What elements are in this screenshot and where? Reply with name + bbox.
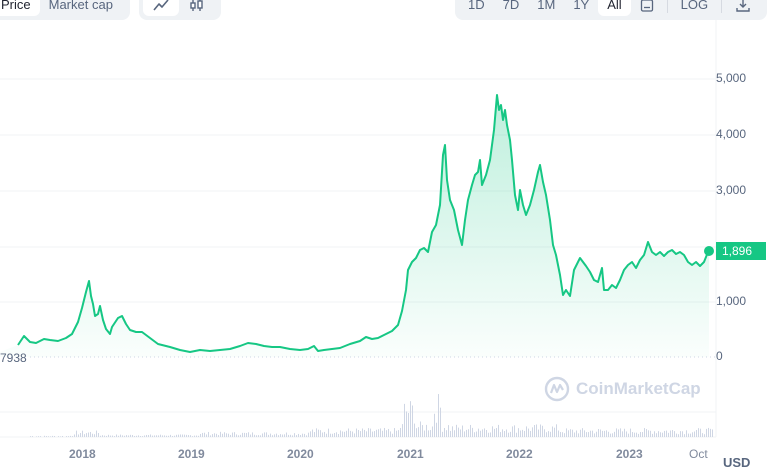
candlestick-button[interactable] <box>179 0 215 16</box>
coinmarketcap-logo-icon <box>544 376 570 402</box>
x-tick-2020: 2020 <box>287 447 314 461</box>
line-chart-button[interactable] <box>143 0 179 16</box>
price-area <box>0 95 709 357</box>
y-tick-5000: 5,000 <box>716 71 747 85</box>
divider <box>721 0 723 13</box>
price-line <box>17 94 710 353</box>
range-7d-button[interactable]: 7D <box>502 0 520 12</box>
y-tick-4000: 4,000 <box>716 127 747 141</box>
tab-market-cap[interactable]: Market cap <box>48 0 113 12</box>
x-tick-2019: 2019 <box>178 447 205 461</box>
tab-price[interactable]: Price <box>0 0 40 16</box>
range-1m-button[interactable]: 1M <box>537 0 556 12</box>
x-tick-2018: 2018 <box>69 447 96 461</box>
watermark: CoinMarketCap <box>544 376 701 402</box>
watermark-text: CoinMarketCap <box>576 379 701 398</box>
calendar-icon <box>640 0 653 12</box>
candlestick-icon <box>190 0 203 11</box>
x-tick-2023: 2023 <box>616 447 643 461</box>
log-scale-button[interactable]: LOG <box>680 0 709 12</box>
volume-bars <box>30 394 713 437</box>
download-icon <box>736 0 750 12</box>
low-price-label: 7938 <box>0 351 27 365</box>
currency-label[interactable]: USD <box>723 455 751 470</box>
x-tick-2022: 2022 <box>506 447 533 461</box>
y-tick-0: 0 <box>716 349 723 363</box>
grid-lines <box>0 20 717 438</box>
y-tick-3000: 3,000 <box>716 183 747 197</box>
chart-kind-toggle <box>139 0 221 20</box>
current-price-badge: 1,896 <box>716 242 766 260</box>
x-tick-2021: 2021 <box>397 447 424 461</box>
y-tick-1000: 1,000 <box>716 294 747 308</box>
range-1d-button[interactable]: 1D <box>468 0 485 12</box>
chart-type-toggle: Price Market cap <box>0 0 130 20</box>
x-tick-oct: Oct <box>689 447 708 461</box>
time-range-toolbar: 1D 7D 1M 1Y All LOG <box>455 0 767 20</box>
divider <box>666 0 668 13</box>
download-button[interactable] <box>726 0 760 16</box>
range-all-button[interactable]: All <box>598 0 631 16</box>
line-chart-icon <box>153 0 169 11</box>
date-range-button[interactable] <box>631 0 663 16</box>
current-price-dot <box>704 246 714 256</box>
range-1y-button[interactable]: 1Y <box>573 0 590 12</box>
